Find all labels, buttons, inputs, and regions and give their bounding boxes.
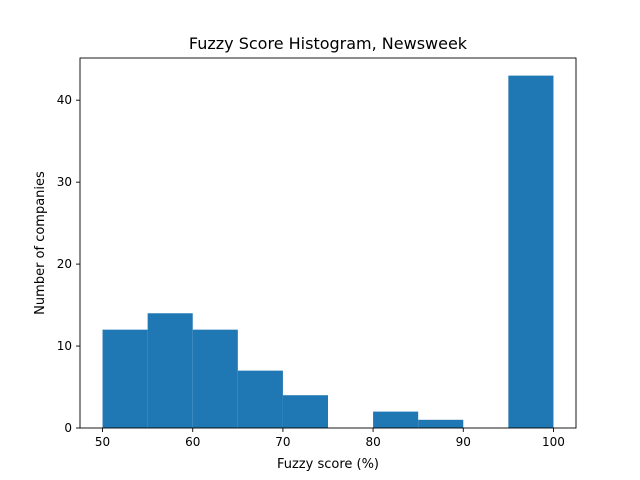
chart-title: Fuzzy Score Histogram, Newsweek (189, 34, 468, 53)
x-tick-label: 80 (365, 435, 380, 449)
y-tick-label: 40 (57, 93, 72, 107)
y-axis-ticks: 0 10 20 30 40 (57, 93, 80, 435)
x-tick-label: 50 (95, 435, 110, 449)
histogram-bar-85-90 (418, 419, 464, 428)
x-axis-label: Fuzzy score (%) (277, 457, 379, 472)
bars-group (102, 75, 554, 428)
x-tick-label: 60 (185, 435, 200, 449)
y-axis-label: Number of companies (33, 171, 48, 315)
y-tick-label: 10 (57, 339, 72, 353)
x-tick-label: 70 (275, 435, 290, 449)
y-tick-label: 30 (57, 175, 72, 189)
x-tick-label: 100 (542, 435, 565, 449)
histogram-bar-50-55 (102, 329, 148, 428)
histogram-bar-55-60 (147, 313, 193, 428)
x-axis-ticks: 50 60 70 80 90 100 (95, 428, 565, 449)
histogram-bar-95-100 (508, 75, 554, 428)
histogram-bar-60-65 (192, 329, 238, 428)
x-tick-label: 90 (456, 435, 471, 449)
y-tick-label: 20 (57, 257, 72, 271)
histogram-bar-70-75 (282, 395, 328, 428)
plot-frame (79, 57, 577, 429)
histogram-bar-65-70 (237, 370, 283, 428)
y-tick-label: 0 (64, 421, 72, 435)
histogram-bar-80-85 (373, 411, 419, 428)
